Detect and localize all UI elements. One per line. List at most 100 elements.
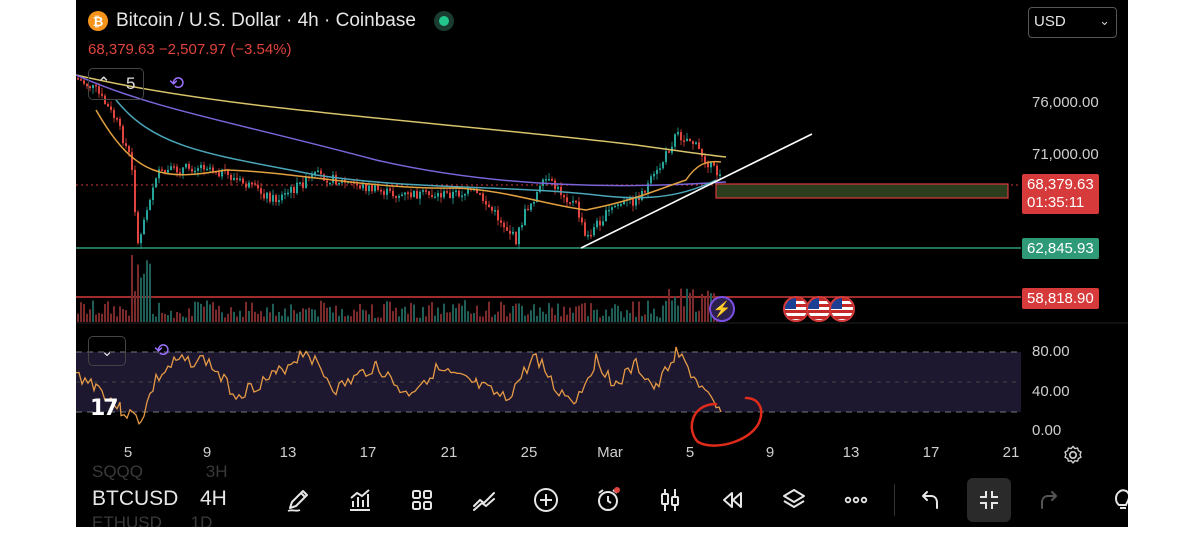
volume-bar xyxy=(536,315,538,322)
volume-bar xyxy=(527,314,529,322)
volume-bar xyxy=(158,302,160,322)
market-status-icon[interactable] xyxy=(433,11,454,31)
candle-body xyxy=(110,106,112,110)
candle-body xyxy=(77,78,79,80)
price-chart[interactable] xyxy=(76,0,1128,470)
candle-body xyxy=(431,194,433,197)
volume-bar xyxy=(89,309,91,322)
us-flag-icon[interactable] xyxy=(783,296,809,322)
volume-bar xyxy=(122,309,124,322)
chart-screen: ₿ Bitcoin / U.S. Dollar · 4h · Coinbase … xyxy=(76,0,1128,527)
volume-bar xyxy=(374,317,376,322)
candle-body xyxy=(554,180,556,189)
volume-bar xyxy=(371,304,373,322)
undo-button[interactable] xyxy=(906,478,950,522)
volume-bar xyxy=(281,315,283,322)
volume-bars xyxy=(77,254,721,322)
indicators-button[interactable] xyxy=(338,478,382,522)
volume-bar xyxy=(359,303,361,322)
volume-bar xyxy=(338,315,340,322)
add-button[interactable] xyxy=(524,478,568,522)
current-price-value: 68,379.63 xyxy=(1027,176,1094,193)
volume-bar xyxy=(110,313,112,322)
volume-bar xyxy=(575,306,577,322)
candle-body xyxy=(203,164,205,170)
volume-bar xyxy=(350,316,352,322)
currency-select[interactable]: USD ⌄ xyxy=(1028,7,1117,38)
volume-bar xyxy=(140,277,142,322)
chart-settings-button[interactable] xyxy=(1058,440,1088,470)
ghost-symbol: SQQQ xyxy=(92,462,144,481)
more-button[interactable] xyxy=(834,478,878,522)
candle-body xyxy=(449,192,451,199)
volume-bar xyxy=(677,305,679,322)
volume-bar xyxy=(383,304,385,322)
volume-bar xyxy=(317,316,319,322)
volume-bar xyxy=(518,303,520,322)
candle-body xyxy=(107,103,109,107)
layouts-button[interactable] xyxy=(400,478,444,522)
rsi-axis-label: 40.00 xyxy=(1032,383,1070,400)
candle-body xyxy=(383,191,385,195)
candle-body xyxy=(527,208,529,211)
candle-body xyxy=(455,190,457,193)
volume-bar xyxy=(155,316,157,322)
sync-icon[interactable]: ⟲ xyxy=(169,73,185,93)
candle-body xyxy=(659,168,661,170)
candle-body xyxy=(200,164,202,169)
alerts-button[interactable] xyxy=(586,478,630,522)
volume-bar xyxy=(605,309,607,322)
candle-body xyxy=(173,166,175,168)
replay-button[interactable] xyxy=(710,478,754,522)
volume-bar xyxy=(611,308,613,322)
volume-bar xyxy=(545,314,547,322)
more-dots-icon xyxy=(844,496,868,504)
ideas-button[interactable] xyxy=(1101,478,1128,522)
chart-type-button[interactable] xyxy=(648,478,692,522)
price-zone-box[interactable] xyxy=(715,183,1009,199)
candle-body xyxy=(701,149,703,157)
volume-bar xyxy=(395,307,397,322)
rsi-collapse-button[interactable]: ⌄ xyxy=(88,336,126,366)
ghost-symbol: ETHUSD xyxy=(92,513,162,527)
volume-bar xyxy=(335,305,337,322)
rsi-line xyxy=(76,346,722,426)
candle-body xyxy=(518,227,520,245)
volume-bar xyxy=(674,296,676,322)
indicators-toggle-button[interactable]: ⌃ 5 xyxy=(88,68,144,100)
candle-body xyxy=(392,190,394,197)
candle-body xyxy=(329,182,331,185)
exit-fullscreen-button[interactable] xyxy=(967,478,1011,522)
us-flag-icon[interactable] xyxy=(829,296,855,322)
candle-body xyxy=(398,195,400,198)
volume-bar xyxy=(101,313,103,322)
volume-bar xyxy=(137,264,139,322)
candle-body xyxy=(614,205,616,208)
sync-icon[interactable]: ⟲ xyxy=(154,340,170,360)
time-axis-label: Mar xyxy=(597,444,623,461)
volume-bar xyxy=(212,302,214,322)
symbol-selector[interactable]: BTCUSD xyxy=(92,487,179,510)
candle-body xyxy=(611,207,613,210)
volume-bar xyxy=(440,313,442,322)
support-level-tag: 62,845.93 xyxy=(1022,238,1099,259)
volume-bar xyxy=(521,305,523,322)
drawing-tools-button[interactable] xyxy=(276,478,320,522)
volume-bar xyxy=(434,315,436,322)
object-tree-button[interactable] xyxy=(772,478,816,522)
volume-bar xyxy=(584,302,586,322)
candle-body xyxy=(650,176,652,184)
candle-body xyxy=(467,188,469,194)
lightning-icon[interactable]: ⚡ xyxy=(709,296,735,322)
volume-bar xyxy=(617,305,619,322)
redo-button[interactable] xyxy=(1029,478,1073,522)
candle-body xyxy=(83,80,85,84)
candle-body xyxy=(254,183,256,185)
strategies-button[interactable] xyxy=(462,478,506,522)
trend-line[interactable] xyxy=(580,133,813,249)
volume-bar xyxy=(107,301,109,322)
volume-bar xyxy=(332,312,334,322)
volume-bar xyxy=(428,305,430,322)
candle-body xyxy=(362,184,364,189)
interval-selector[interactable]: 4H xyxy=(200,487,227,510)
